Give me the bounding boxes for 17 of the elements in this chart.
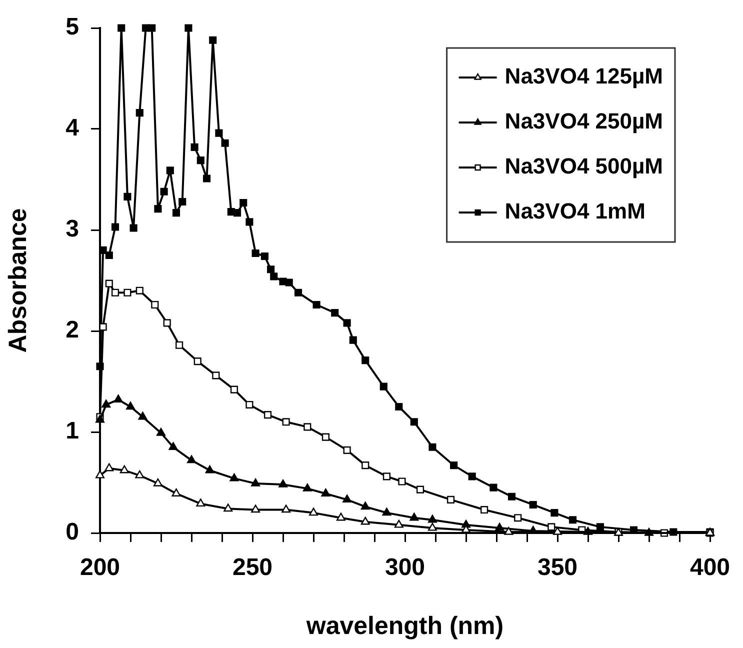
x-tick-label: 200 [80, 554, 120, 582]
x-tick-label: 400 [690, 554, 730, 582]
x-tick-label: 300 [384, 554, 426, 582]
legend-label: Na3VO4 125µM [504, 64, 664, 89]
x-tick-label: 250 [232, 554, 273, 582]
legend-label: Na3VO4 250µM [504, 108, 664, 134]
x-tick-label: 350 [537, 554, 578, 582]
y-tick-label: 2 [66, 316, 79, 344]
y-tick-label: 3 [66, 216, 79, 243]
y-tick-label: 1 [66, 418, 79, 445]
x-axis-title: wavelength (nm) [305, 612, 504, 640]
y-tick-label: 0 [66, 518, 79, 546]
legend-label: Na3VO4 500µM [504, 154, 664, 179]
y-axis-title: Absorbance [4, 208, 32, 353]
legend-label: Na3VO4 1mM [504, 198, 646, 224]
y-tick-label: 5 [66, 14, 79, 41]
y-tick-label: 4 [66, 114, 80, 142]
